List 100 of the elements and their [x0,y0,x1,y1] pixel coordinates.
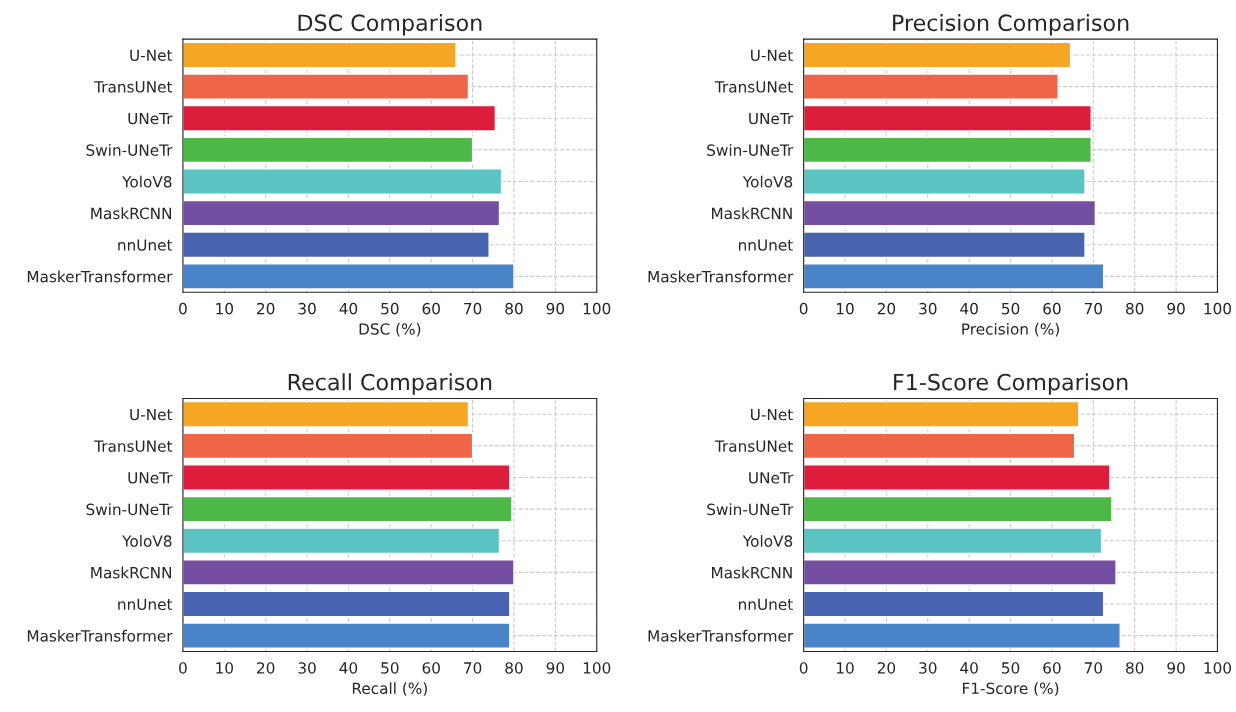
x-tick-label: 30 [298,662,316,674]
chart-title: Recall Comparison [288,373,492,395]
y-tick-label: YoloV8 [742,175,793,188]
bar [182,432,474,460]
chart-title: F1-Score Comparison [894,373,1128,395]
x-axis-title: Precision (%) [962,322,1059,337]
x-tick-label: 90 [1167,302,1185,315]
x-tick-label: 10 [216,302,234,315]
x-tick-label: 0 [799,302,808,315]
y-tick-label: UNeTr [128,472,173,484]
bar [182,400,470,428]
y-tick-label: Swin-UNeTr [86,503,173,516]
bar [182,495,513,523]
bar [803,104,1092,132]
x-tick-label: 20 [257,302,275,315]
x-tick-label: 0 [179,662,187,674]
y-tick-label: TransUNet [714,440,793,452]
y-tick-label: MaskRCNN [91,566,172,579]
bar [182,559,515,586]
bar [803,622,1121,650]
y-tick-label: YoloV8 [122,534,172,547]
x-tick-label: 60 [1043,662,1061,674]
x-tick-label: 20 [877,302,896,315]
x-tick-label: 30 [919,302,937,315]
y-tick-label: UNeTr [128,112,173,125]
bar [803,168,1086,195]
y-tick-label: MaskRCNN [91,207,172,220]
bar [182,136,474,164]
y-tick-label: nnUnet [739,239,793,251]
y-tick-label: YoloV8 [122,175,172,188]
y-tick-label: U-Net [130,408,173,421]
x-tick-label: 50 [381,662,399,674]
x-tick-label: 40 [960,302,978,315]
x-tick-label: 80 [505,662,523,674]
x-tick-label: 100 [1204,662,1232,674]
bar [803,590,1105,618]
x-tick-label: 50 [381,302,399,315]
bar [182,168,503,195]
x-tick-label: 70 [1084,662,1103,674]
x-tick-label: 60 [422,302,440,315]
y-tick-label: U-Net [130,49,173,61]
x-tick-label: 20 [877,662,896,674]
x-tick-label: 90 [546,302,565,315]
y-tick-label: MaskerTransformer [648,629,794,642]
x-tick-label: 50 [1002,662,1020,674]
y-tick-label: nnUnet [118,598,173,611]
x-tick-label: 40 [339,662,358,674]
y-tick-label: MaskerTransformer [27,270,173,283]
bar [803,432,1076,460]
bar [182,622,511,650]
bar [182,464,511,491]
y-tick-label: TransUNet [94,440,173,452]
x-axis-title: DSC (%) [359,322,421,337]
y-tick-label: nnUnet [118,239,173,251]
bar [803,41,1072,69]
chart-title: Precision Comparison [893,13,1129,36]
bar [182,73,470,100]
y-tick-label: nnUnet [739,598,793,611]
y-tick-label: MaskerTransformer [27,629,173,642]
bar [803,400,1080,428]
x-tick-label: 100 [1204,302,1232,315]
y-tick-label: MaskRCNN [712,207,792,220]
bar [182,590,511,618]
x-tick-label: 90 [546,662,565,674]
x-tick-label: 10 [836,302,854,315]
bar [182,231,490,259]
bar [182,199,501,227]
x-tick-label: 90 [1167,662,1185,674]
x-axis-title: Recall (%) [352,682,427,696]
x-tick-label: 70 [464,662,482,674]
x-tick-label: 30 [919,662,937,674]
x-tick-label: 10 [836,662,854,674]
x-tick-label: 70 [464,302,482,315]
x-tick-label: 0 [799,662,808,674]
y-tick-label: Swin-UNeTr [707,503,794,516]
x-tick-label: 50 [1002,302,1020,315]
bar [803,464,1111,491]
y-tick-label: U-Net [751,49,793,61]
bar [182,527,501,555]
x-tick-label: 80 [1126,662,1144,674]
y-tick-label: MaskerTransformer [648,270,794,283]
x-tick-label: 10 [216,662,234,674]
x-tick-label: 70 [1084,302,1103,315]
y-tick-label: TransUNet [94,81,173,93]
x-tick-label: 80 [505,302,523,315]
bar [803,73,1059,100]
bar [803,136,1092,164]
x-tick-label: 20 [257,662,275,674]
y-tick-label: Swin-UNeTr [707,144,794,156]
chart-title: DSC Comparison [298,13,482,36]
x-tick-label: 30 [298,302,316,315]
x-tick-label: 40 [339,302,358,315]
x-tick-label: 60 [1043,302,1061,315]
bar [803,263,1105,290]
bar [803,495,1113,523]
y-tick-label: Swin-UNeTr [86,144,173,156]
x-tick-label: 100 [583,662,611,674]
x-tick-label: 40 [960,662,978,674]
bar [803,199,1097,227]
y-tick-label: UNeTr [749,472,794,484]
